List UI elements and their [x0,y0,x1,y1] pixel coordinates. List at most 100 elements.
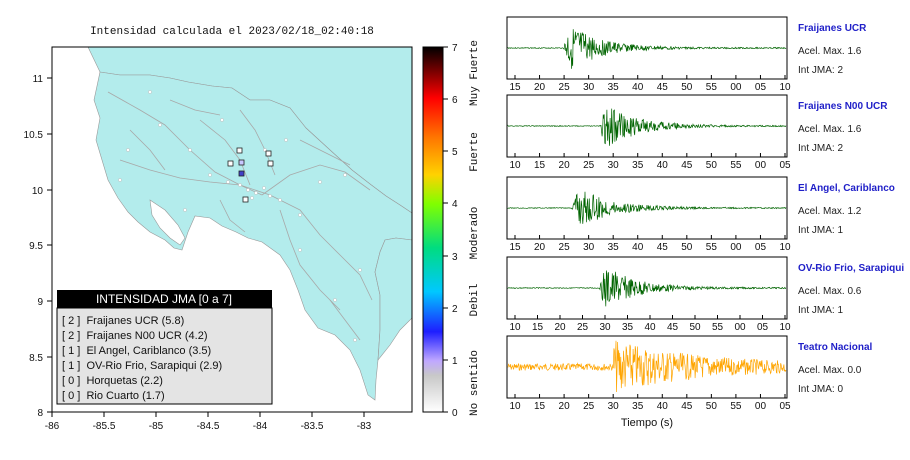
waveform-tick-label: 10 [779,242,791,253]
waveform-tick-label: 15 [509,82,521,93]
waveform-tick-label: 45 [657,82,669,93]
waveform-tick-label: 10 [509,160,521,171]
colorbar-tick-label: 3 [452,252,458,263]
waveform-trace [507,270,786,307]
waveform-panel: 15 20 25 30 35 40 45 50 55 00 05 10 Fraijanes UCR Ace… [506,16,867,93]
waveform-tick-label: 00 [755,160,767,171]
waveform-tick-label: 50 [706,160,718,171]
station-intensity: Int JMA: 2 [798,65,843,76]
waveform-tick-label: 50 [681,242,693,253]
waveform-tick-label: 35 [608,82,620,93]
map-x-tick-label: -85 [149,421,164,432]
colorbar-label: Debil [469,283,481,316]
colorbar-label: Fuerte [469,132,481,172]
legend-entry: [ 0 ] Horquetas (2.2) [62,375,163,387]
waveform-tick-label: 55 [706,82,718,93]
waveform-trace [507,108,787,146]
colorbar-tick-label: 6 [452,95,458,106]
map-panel: -86 -85.5 -85 -84.5 -84 -83.5 -83 11 10.… [24,46,413,432]
colorbar-tick-label: 4 [452,199,458,210]
city-points [118,90,362,342]
waveform-tick-label: 40 [644,322,656,333]
legend-entry: [ 2 ] Fraijanes N00 UCR (4.2) [62,330,208,342]
waveform-tick-label: 20 [534,82,546,93]
colorbar-tick-label: 0 [452,408,458,419]
colorbar-tick-label: 7 [452,43,458,54]
colorbar-gradient [422,46,444,413]
map-x-tick-labels: -86 -85.5 -85 -84.5 -84 -83.5 -83 [45,421,372,432]
map-x-tick-label: -83.5 [301,421,324,432]
waveform-tick-label: 00 [734,322,746,333]
waveform-tick-label: 40 [657,401,669,412]
legend-entry: [ 1 ] El Angel, Cariblanco (3.5) [62,345,211,357]
road-network [107,91,373,341]
map-y-tick-label: 9.5 [29,241,43,252]
waveform-tick-label: 05 [779,160,791,171]
waveform-tick-label: 20 [559,401,571,412]
station-markers [227,147,274,203]
legend-entry: [ 0 ] Rio Cuarto (1.7) [62,390,165,402]
waveform-tick-label: 40 [632,242,644,253]
waveform-tick-label: 15 [509,242,521,253]
waveform-trace [507,340,787,393]
waveform-tick-label: 35 [622,322,634,333]
station-name: OV-Rio Frio, Sarapiqui [798,263,904,274]
waveform-tick-label: 40 [632,82,644,93]
map-y-tick-label: 8 [37,408,43,419]
waveform-tick-label: 25 [577,322,589,333]
waveform-tick-label: 25 [583,160,595,171]
waveform-tick-label: 05 [755,242,767,253]
waveform-tick-label: 50 [689,322,701,333]
station-marker [265,150,272,157]
colorbar-label: Muy Fuerte [469,40,481,106]
legend-entry: [ 1 ] OV-Rio Frio, Sarapiqui (2.9) [62,360,222,372]
station-name: Fraijanes N00 UCR [798,101,888,112]
map-x-ticks [51,412,365,417]
waveform-tick-label: 00 [730,242,742,253]
waveform-tick-label: 30 [608,401,620,412]
map-x-tick-label: -83 [357,421,372,432]
map-frame [51,46,413,413]
land-costa-rica [93,71,413,401]
station-accel: Acel. Max. 0.0 [798,365,862,376]
map-y-tick-label: 9 [37,297,43,308]
map-y-ticks [47,77,52,413]
waveform-panels: 15 20 25 30 35 40 45 50 55 00 05 10 Fraijanes UCR Ace… [506,16,904,412]
map-y-tick-label: 10.5 [24,130,44,141]
waveform-tick-label: 40 [657,160,669,171]
station-name: Teatro Nacional [798,342,872,353]
map-y-tick-labels: 11 10.5 10 9.5 9 8.5 8 [24,74,44,419]
waveform-tick-label: 10 [779,322,791,333]
map-x-tick-label: -84 [253,421,268,432]
map-x-tick-label: -86 [45,421,60,432]
colorbar-tick-label: 2 [452,304,458,315]
waveform-trace [507,191,787,224]
station-name: Fraijanes UCR [798,23,867,34]
waveform-tick-label: 00 [755,401,767,412]
waveform-tick-label: 55 [706,242,718,253]
waveform-xlabel: Tiempo (s) [621,417,673,429]
station-accel: Acel. Max. 1.6 [798,124,862,135]
station-accel: Acel. Max. 1.2 [798,206,862,217]
station-intensity: Int JMA: 0 [798,384,843,395]
waveform-tick-label: 25 [583,401,595,412]
waveform-tick-label: 10 [509,322,521,333]
legend-body [56,307,273,405]
waveform-tick-label: 00 [730,82,742,93]
legend-entry: [ 2 ] Fraijanes UCR (5.8) [62,315,184,327]
colorbar-tick-label: 1 [452,356,458,367]
map-y-tick-label: 11 [33,74,44,85]
waveform-tick-label: 55 [712,322,724,333]
map-y-tick-label: 8.5 [29,353,43,364]
legend-header [57,290,272,308]
waveform-tick-label: 45 [681,401,693,412]
gulf-nicoya [149,199,186,246]
waveform-tick-label: 10 [509,401,521,412]
waveform-tick-label: 15 [534,401,546,412]
map-title: Intensidad calculada el 2023/02/18_02:40… [90,26,374,38]
station-name: El Angel, Cariblanco [798,183,895,194]
colorbar-label: Moderado [469,207,481,260]
station-intensity: Int JMA: 2 [798,143,843,154]
waveform-tick-label: 25 [559,82,571,93]
